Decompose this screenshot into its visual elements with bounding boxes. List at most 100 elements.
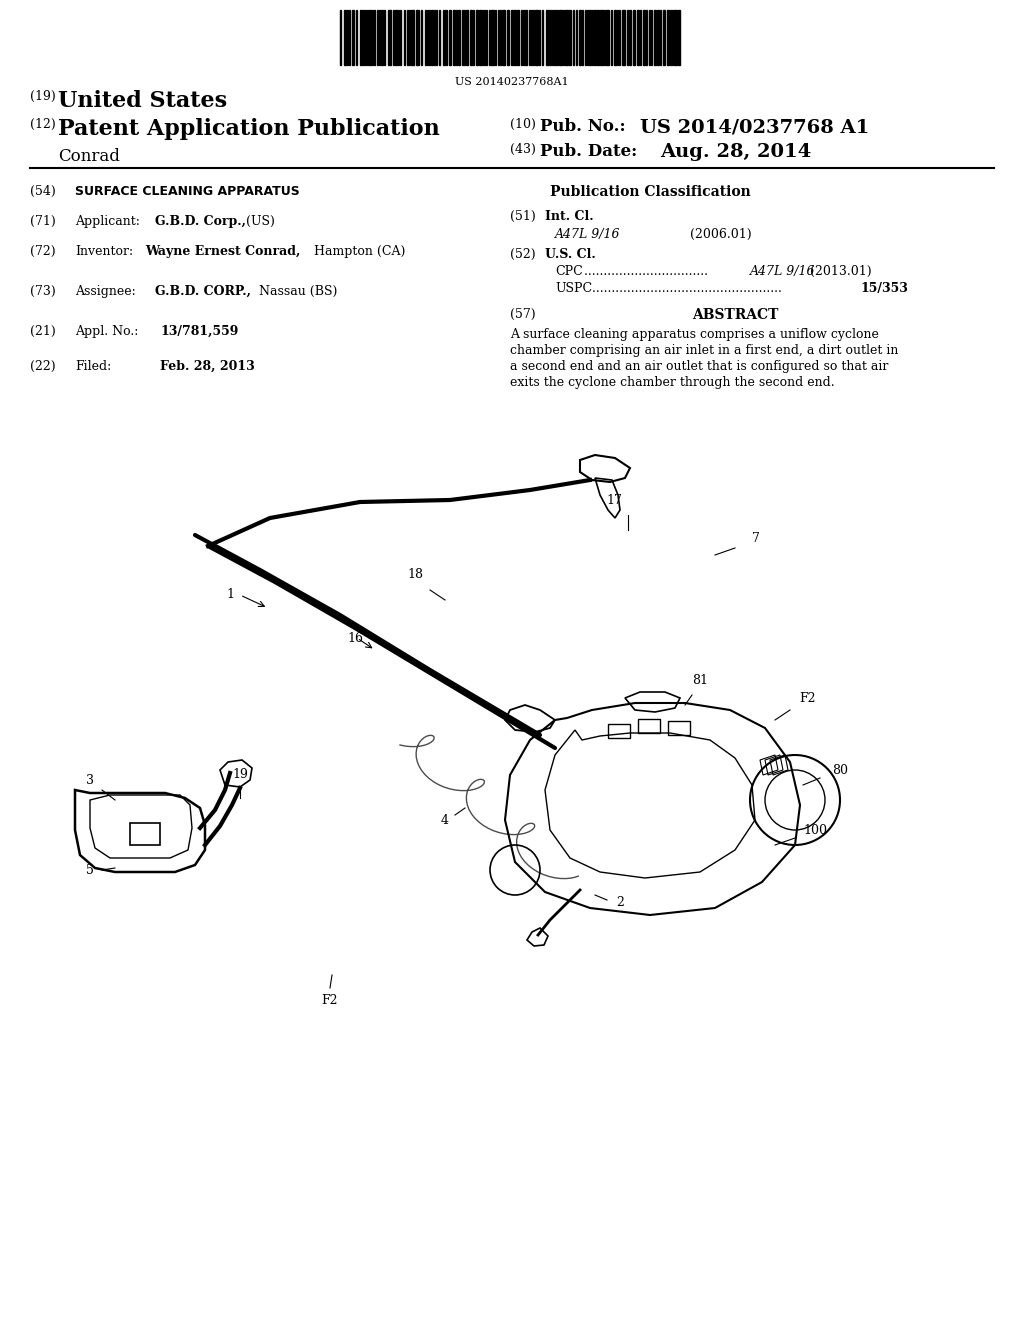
Text: 13/781,559: 13/781,559 xyxy=(160,325,239,338)
Bar xyxy=(352,11,354,65)
Bar xyxy=(614,11,616,65)
Bar xyxy=(657,11,659,65)
Text: ................................: ................................ xyxy=(580,265,708,279)
Text: A surface cleaning apparatus comprises a uniflow cyclone: A surface cleaning apparatus comprises a… xyxy=(510,327,879,341)
Bar xyxy=(643,11,645,65)
Bar xyxy=(622,11,625,65)
Bar xyxy=(449,11,451,65)
Text: Nassau (BS): Nassau (BS) xyxy=(255,285,337,298)
Text: US 20140237768A1: US 20140237768A1 xyxy=(456,77,568,87)
Text: (57): (57) xyxy=(510,308,536,321)
Text: 81: 81 xyxy=(692,673,708,686)
Text: U.S. Cl.: U.S. Cl. xyxy=(545,248,596,261)
Text: 16: 16 xyxy=(347,631,362,644)
Text: G.B.D. CORP.,: G.B.D. CORP., xyxy=(155,285,251,298)
Bar xyxy=(597,11,599,65)
Bar xyxy=(600,11,603,65)
Bar xyxy=(633,11,635,65)
Bar xyxy=(579,11,581,65)
Text: chamber comprising an air inlet in a first end, a dirt outlet in: chamber comprising an air inlet in a fir… xyxy=(510,345,898,356)
Bar xyxy=(674,11,677,65)
Bar xyxy=(525,11,527,65)
Text: (71): (71) xyxy=(30,215,55,228)
Bar xyxy=(458,11,460,65)
Text: (73): (73) xyxy=(30,285,55,298)
Bar xyxy=(608,723,630,738)
Text: Wayne Ernest Conrad,: Wayne Ernest Conrad, xyxy=(145,246,300,257)
Text: A47L 9/16: A47L 9/16 xyxy=(555,228,621,242)
Text: Pub. No.:: Pub. No.: xyxy=(540,117,626,135)
Bar xyxy=(668,721,690,735)
Text: (12): (12) xyxy=(30,117,55,131)
Text: 2: 2 xyxy=(616,895,624,908)
Text: F2: F2 xyxy=(322,994,338,1006)
Bar xyxy=(416,11,419,65)
Bar xyxy=(443,11,445,65)
Text: (43): (43) xyxy=(510,143,536,156)
Text: .................................................: ........................................… xyxy=(588,282,782,294)
Text: Hampton (CA): Hampton (CA) xyxy=(310,246,406,257)
Bar xyxy=(360,11,362,65)
Bar xyxy=(569,11,571,65)
Text: Publication Classification: Publication Classification xyxy=(550,185,751,199)
Bar xyxy=(502,11,505,65)
Bar xyxy=(517,11,519,65)
Bar xyxy=(411,11,414,65)
Text: (2013.01): (2013.01) xyxy=(810,265,871,279)
Text: (19): (19) xyxy=(30,90,55,103)
Text: (72): (72) xyxy=(30,246,55,257)
Text: Pub. Date:: Pub. Date: xyxy=(540,143,637,160)
Bar xyxy=(565,11,568,65)
Bar xyxy=(637,11,639,65)
Bar xyxy=(589,11,591,65)
Text: 1: 1 xyxy=(226,589,234,602)
Bar xyxy=(381,11,383,65)
Text: United States: United States xyxy=(58,90,227,112)
Bar xyxy=(490,11,494,65)
Bar xyxy=(476,11,478,65)
Text: F2: F2 xyxy=(800,692,816,705)
Bar xyxy=(479,11,481,65)
Bar xyxy=(594,11,596,65)
Text: US 2014/0237768 A1: US 2014/0237768 A1 xyxy=(640,117,869,136)
Bar xyxy=(344,11,346,65)
Text: ABSTRACT: ABSTRACT xyxy=(692,308,778,322)
Bar xyxy=(546,11,549,65)
Text: (21): (21) xyxy=(30,325,55,338)
Bar xyxy=(663,11,665,65)
Bar xyxy=(130,822,160,845)
Bar xyxy=(559,11,562,65)
Bar xyxy=(388,11,391,65)
Text: (10): (10) xyxy=(510,117,536,131)
Text: a second end and an air outlet that is configured so that air: a second end and an air outlet that is c… xyxy=(510,360,889,374)
Text: Conrad: Conrad xyxy=(58,148,120,165)
Text: 7: 7 xyxy=(752,532,760,544)
Text: Patent Application Publication: Patent Application Publication xyxy=(58,117,439,140)
Text: CPC: CPC xyxy=(555,265,583,279)
Text: 17: 17 xyxy=(606,494,622,507)
Text: Int. Cl.: Int. Cl. xyxy=(545,210,594,223)
Bar xyxy=(678,11,680,65)
Text: Feb. 28, 2013: Feb. 28, 2013 xyxy=(160,360,255,374)
Text: (51): (51) xyxy=(510,210,536,223)
Text: Filed:: Filed: xyxy=(75,360,112,374)
Text: 15/353: 15/353 xyxy=(860,282,908,294)
Bar xyxy=(395,11,397,65)
Bar xyxy=(535,11,538,65)
Bar xyxy=(511,11,513,65)
Text: Inventor:: Inventor: xyxy=(75,246,133,257)
Text: (22): (22) xyxy=(30,360,55,374)
Text: 18: 18 xyxy=(407,569,423,582)
Text: 19: 19 xyxy=(232,768,248,781)
Bar xyxy=(369,11,371,65)
Text: (US): (US) xyxy=(242,215,274,228)
Bar xyxy=(629,11,631,65)
Text: 80: 80 xyxy=(831,763,848,776)
Text: SURFACE CLEANING APPARATUS: SURFACE CLEANING APPARATUS xyxy=(75,185,300,198)
Text: (52): (52) xyxy=(510,248,536,261)
Text: A47L 9/16: A47L 9/16 xyxy=(750,265,815,279)
Text: G.B.D. Corp.,: G.B.D. Corp., xyxy=(155,215,246,228)
Text: 4: 4 xyxy=(441,813,449,826)
Bar xyxy=(507,11,509,65)
Text: Assignee:: Assignee: xyxy=(75,285,136,298)
